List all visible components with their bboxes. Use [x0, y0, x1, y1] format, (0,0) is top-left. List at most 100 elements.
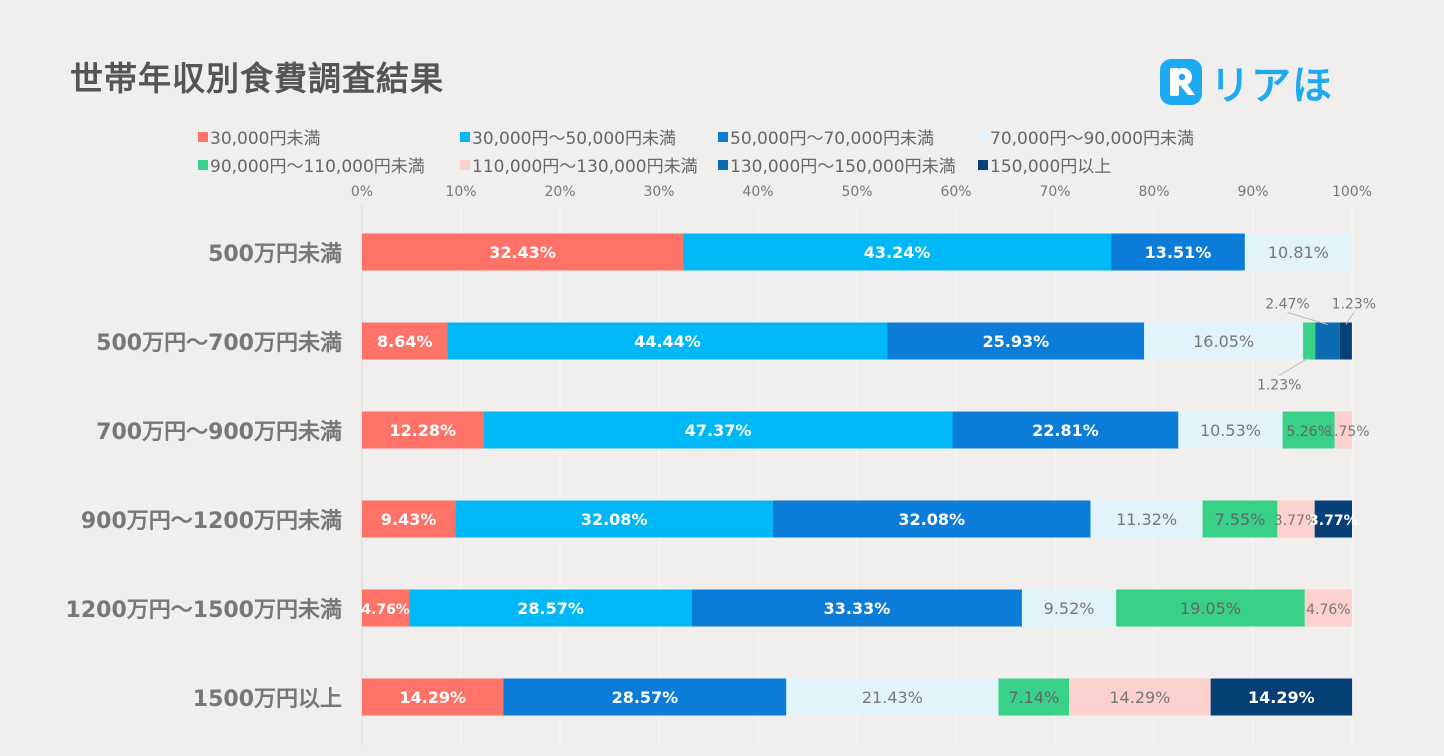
- legend-swatch: [198, 131, 208, 142]
- data-label: 28.57%: [612, 688, 679, 707]
- data-label: 10.53%: [1200, 421, 1261, 440]
- bar-segment: [887, 322, 1145, 360]
- bar-segment: [683, 233, 1112, 271]
- bar-segment: [362, 411, 484, 449]
- data-label: 3.77%: [1274, 513, 1318, 529]
- data-label: 14.29%: [1248, 688, 1315, 707]
- bar-segment: [362, 322, 448, 360]
- category-label: 500万円～700万円未満: [96, 330, 342, 356]
- chart-title: 世帯年収別食費調査結果: [70, 59, 444, 98]
- bar-segment: [1315, 322, 1340, 360]
- category-label: 700万円～900万円未満: [96, 419, 342, 445]
- bar-segment: [1304, 589, 1352, 627]
- x-tick-label: 20%: [544, 184, 575, 200]
- bar-segment: [362, 678, 504, 716]
- data-label: 44.44%: [634, 332, 701, 351]
- bar-segment: [1282, 411, 1335, 449]
- legend-label: 130,000円～150,000円未満: [730, 157, 956, 177]
- legend-label: 50,000円～70,000円未満: [730, 129, 934, 149]
- bar-segment: [1144, 322, 1304, 360]
- legend-swatch: [198, 159, 208, 170]
- bar-segment: [1334, 411, 1352, 449]
- legend-label: 70,000円～90,000円未満: [990, 129, 1194, 149]
- bar-segment: [998, 678, 1070, 716]
- category-label: 900万円～1200万円未満: [81, 508, 342, 534]
- brand-name: リアほ: [1210, 63, 1333, 109]
- data-label: 4.76%: [1306, 602, 1350, 618]
- x-tick-label: 80%: [1138, 184, 1169, 200]
- data-label: 32.08%: [581, 510, 648, 529]
- legend-swatch: [718, 159, 728, 170]
- leader-line: [1345, 312, 1355, 325]
- data-label: 16.05%: [1193, 332, 1254, 351]
- data-label: 14.29%: [1109, 688, 1170, 707]
- legend-item: 50,000円～70,000円未満: [718, 124, 934, 149]
- bar-segment: [1339, 322, 1352, 360]
- bar-segment: [786, 678, 999, 716]
- x-tick-label: 70%: [1039, 184, 1070, 200]
- data-label: 7.55%: [1215, 510, 1266, 529]
- legend-item: 150,000円以上: [978, 152, 1111, 177]
- bar-segment: [772, 500, 1091, 538]
- data-label: 13.51%: [1145, 243, 1212, 262]
- data-label: 32.08%: [898, 510, 965, 529]
- legend-label: 90,000円～110,000円未満: [210, 157, 425, 177]
- brand-logo: リアほ: [1158, 55, 1333, 109]
- legend-item: 90,000円～110,000円未満: [198, 152, 425, 177]
- data-label: 11.32%: [1116, 510, 1177, 529]
- legend-label: 30,000円～50,000円未満: [472, 129, 676, 149]
- bar-segment: [1178, 411, 1283, 449]
- bar-segment: [483, 411, 953, 449]
- data-label: 8.64%: [377, 332, 433, 351]
- data-label: 4.76%: [361, 602, 410, 618]
- bar-segment: [1021, 589, 1117, 627]
- legend-label: 30,000円未満: [210, 129, 321, 149]
- bar-segment: [503, 678, 787, 716]
- legend-swatch: [460, 159, 470, 170]
- bar-segment: [1090, 500, 1203, 538]
- leader-line: [1287, 312, 1328, 325]
- category-label: 500万円未満: [208, 241, 342, 267]
- data-label: 22.81%: [1032, 421, 1099, 440]
- data-label: 33.33%: [824, 599, 891, 618]
- data-label: 47.37%: [685, 421, 752, 440]
- bar-segment: [1303, 322, 1316, 360]
- data-label: 43.24%: [864, 243, 931, 262]
- data-label: 5.26%: [1286, 424, 1330, 440]
- legend-swatch: [978, 131, 988, 142]
- bar-segment: [1202, 500, 1278, 538]
- bar-segment: [1210, 678, 1353, 716]
- data-label: 14.29%: [399, 688, 466, 707]
- x-tick-label: 0%: [351, 184, 373, 200]
- bar-segment: [1116, 589, 1305, 627]
- category-label: 1200万円～1500万円未満: [66, 597, 342, 623]
- x-tick-label: 10%: [445, 184, 476, 200]
- legend-item: 30,000円未満: [198, 124, 320, 149]
- legend-swatch: [460, 131, 470, 142]
- data-label: 1.75%: [1325, 424, 1369, 440]
- data-label: 21.43%: [862, 688, 923, 707]
- data-label: 12.28%: [389, 421, 456, 440]
- data-label: 1.23%: [1257, 378, 1301, 394]
- data-label: 10.81%: [1268, 243, 1329, 262]
- legend-item: 30,000円～50,000円未満: [460, 124, 676, 149]
- data-label: 25.93%: [983, 332, 1050, 351]
- leader-line: [1278, 357, 1310, 376]
- data-label: 9.52%: [1044, 599, 1095, 618]
- legend-label: 150,000円以上: [990, 157, 1112, 177]
- bar-segment: [1277, 500, 1315, 538]
- data-label: 28.57%: [517, 599, 584, 618]
- bar-segment: [455, 500, 773, 538]
- bar-segment: [1111, 233, 1245, 271]
- bar-segment: [1244, 233, 1352, 271]
- bar-segment: [447, 322, 888, 360]
- legend-item: 110,000円～130,000円未満: [460, 152, 698, 177]
- bar-segment: [952, 411, 1179, 449]
- legend-label: 110,000円～130,000円未満: [472, 157, 698, 177]
- x-tick-label: 50%: [841, 184, 872, 200]
- legend-swatch: [978, 159, 988, 170]
- bar-segment: [1314, 500, 1352, 538]
- category-label: 1500万円以上: [193, 687, 342, 712]
- x-tick-label: 100%: [1332, 184, 1372, 200]
